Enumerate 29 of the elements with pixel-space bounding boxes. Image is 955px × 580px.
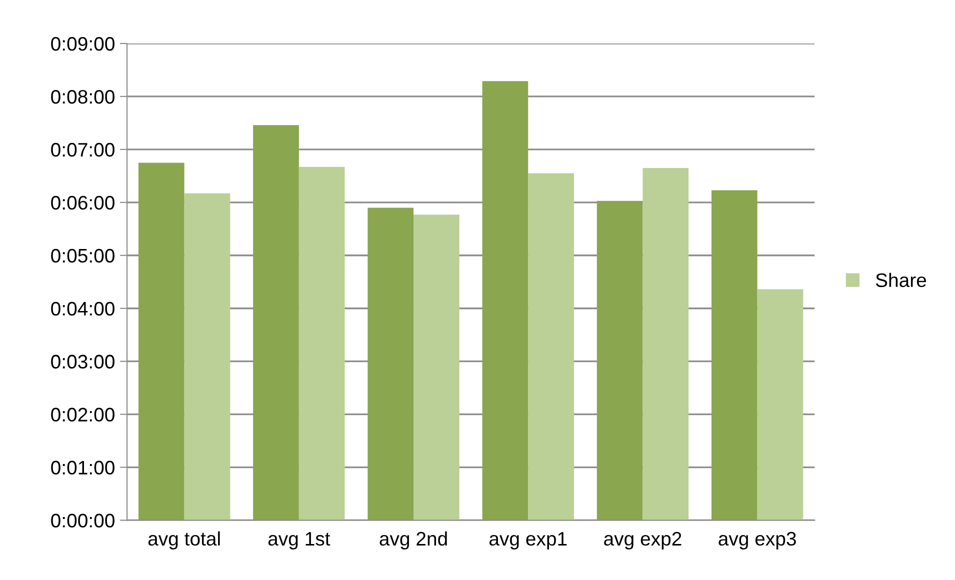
- y-tick-label: 0:01:00: [51, 460, 114, 475]
- bar: [138, 162, 184, 520]
- legend-label: Share: [876, 272, 926, 288]
- bar: [757, 289, 804, 520]
- y-tick-label: 0:09:00: [51, 36, 114, 51]
- bar: [482, 81, 528, 520]
- bar: [184, 193, 230, 520]
- y-tick-label: 0:03:00: [51, 354, 114, 369]
- y-tick-label: 0:07:00: [51, 142, 114, 157]
- bar: [253, 125, 299, 520]
- y-tick-label: 0:06:00: [51, 196, 114, 210]
- bar: [298, 166, 345, 520]
- y-tick-label: 0:00:00: [51, 514, 114, 528]
- bar: [414, 214, 460, 520]
- x-tick-label: avg 2nd: [380, 531, 447, 550]
- y-tick-label: 0:04:00: [51, 302, 114, 316]
- bar: [528, 173, 574, 520]
- bar: [711, 190, 758, 520]
- y-tick-label: 0:02:00: [51, 408, 114, 422]
- x-tick-label: avg 1st: [268, 532, 330, 550]
- bar: [368, 208, 414, 520]
- bar: [642, 168, 689, 520]
- y-tick-label: 0:08:00: [51, 90, 114, 104]
- x-tick-label: avg exp1: [489, 532, 567, 550]
- x-tick-label: avg total: [148, 531, 220, 550]
- y-tick-label: 0:05:00: [51, 248, 114, 263]
- x-tick-label: avg exp2: [604, 532, 682, 550]
- x-tick-label: avg exp3: [718, 532, 796, 550]
- bar: [596, 200, 643, 520]
